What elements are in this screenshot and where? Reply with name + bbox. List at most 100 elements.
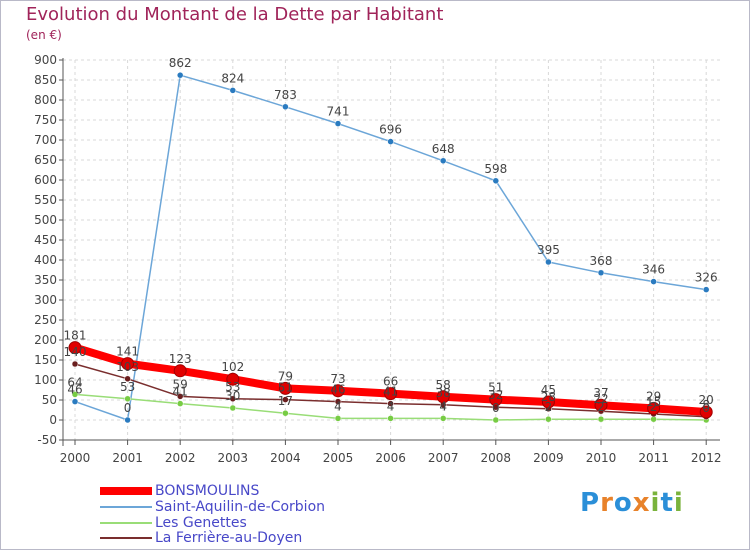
x-tick-label: 2003 bbox=[218, 451, 249, 465]
data-point bbox=[439, 157, 447, 165]
data-label: 0 bbox=[702, 401, 710, 415]
data-label: 395 bbox=[537, 243, 560, 257]
data-point bbox=[650, 278, 657, 285]
logo-letter: P bbox=[580, 488, 601, 518]
data-label: 64 bbox=[67, 375, 82, 389]
y-tick-label: 50 bbox=[42, 393, 57, 407]
proxiti-logo: Proxiti bbox=[580, 488, 684, 518]
x-tick-label: 2008 bbox=[481, 451, 512, 465]
data-label: 58 bbox=[436, 378, 451, 392]
y-tick-label: 550 bbox=[34, 193, 57, 207]
legend-item-les-genettes: Les Genettes bbox=[100, 515, 247, 531]
x-tick-label: 2004 bbox=[270, 451, 301, 465]
x-tick-label: 2010 bbox=[586, 451, 617, 465]
data-point bbox=[331, 384, 345, 398]
y-tick-label: 800 bbox=[34, 93, 57, 107]
data-label: 28 bbox=[541, 390, 556, 404]
legend-item-bonsmoulins: BONSMOULINS bbox=[100, 483, 259, 499]
data-point bbox=[334, 415, 342, 422]
data-point bbox=[124, 375, 131, 383]
chart-title: Evolution du Montant de la Dette par Hab… bbox=[26, 4, 444, 25]
data-label: 123 bbox=[169, 352, 192, 366]
data-point bbox=[387, 415, 394, 422]
x-tick-label: 2006 bbox=[375, 451, 406, 465]
data-label: 0 bbox=[492, 401, 500, 415]
data-point bbox=[594, 398, 608, 412]
data-label: 51 bbox=[278, 381, 293, 395]
data-label: 32 bbox=[488, 388, 503, 402]
data-label: 140 bbox=[64, 345, 87, 359]
data-point bbox=[334, 120, 342, 127]
data-point bbox=[387, 400, 394, 407]
y-tick-label: 250 bbox=[34, 313, 57, 327]
data-point bbox=[492, 416, 500, 424]
data-label: 51 bbox=[488, 381, 503, 395]
data-label: 346 bbox=[642, 263, 665, 277]
y-tick-label: 900 bbox=[34, 53, 57, 67]
legend-item-la-ferriere: La Ferrière-au-Doyen bbox=[100, 530, 302, 546]
legend-label: Les Genettes bbox=[155, 515, 247, 531]
data-point bbox=[545, 258, 552, 266]
data-label: 0 bbox=[124, 401, 132, 415]
y-tick-label: 350 bbox=[34, 273, 57, 287]
data-label: 59 bbox=[173, 377, 188, 391]
data-point bbox=[597, 269, 605, 277]
data-label: 181 bbox=[64, 329, 87, 343]
x-tick-label: 2009 bbox=[533, 451, 564, 465]
legend-item-saint-aquilin: Saint-Aquilin-de-Corbion bbox=[100, 499, 325, 515]
y-tick-label: 100 bbox=[34, 373, 57, 387]
data-label: 66 bbox=[383, 375, 398, 389]
data-point bbox=[541, 395, 555, 409]
data-point bbox=[436, 390, 450, 404]
data-label: 30 bbox=[225, 389, 240, 403]
data-label: 103 bbox=[116, 360, 139, 374]
data-label: 73 bbox=[330, 372, 345, 386]
data-label: 4 bbox=[387, 399, 395, 413]
data-point bbox=[597, 415, 605, 423]
data-label: 4 bbox=[334, 399, 342, 413]
data-label: 368 bbox=[590, 254, 613, 268]
data-point bbox=[124, 395, 131, 403]
legend-label: Saint-Aquilin-de-Corbion bbox=[155, 499, 326, 515]
x-tick-label: 2001 bbox=[112, 451, 143, 465]
logo-letter: i bbox=[650, 488, 661, 518]
logo-letter: x bbox=[632, 488, 651, 518]
x-tick-label: 2007 bbox=[428, 451, 459, 465]
data-label: 326 bbox=[695, 271, 718, 285]
data-label: 41 bbox=[383, 385, 398, 399]
x-tick-label: 2012 bbox=[691, 451, 722, 465]
data-label: 15 bbox=[646, 395, 661, 409]
data-label: 824 bbox=[221, 71, 244, 85]
data-point bbox=[226, 372, 240, 386]
y-tick-label: 850 bbox=[34, 73, 57, 87]
logo-letter: i bbox=[673, 488, 684, 518]
data-point bbox=[229, 404, 237, 412]
y-tick-label: 400 bbox=[34, 253, 57, 267]
data-point bbox=[176, 393, 184, 400]
y-tick-label: 750 bbox=[34, 113, 57, 127]
data-point bbox=[282, 409, 289, 417]
x-tick-label: 2000 bbox=[60, 451, 91, 465]
data-label: 38 bbox=[436, 386, 451, 400]
data-label: 53 bbox=[120, 380, 135, 394]
y-tick-label: 450 bbox=[34, 233, 57, 247]
data-point bbox=[173, 364, 187, 378]
y-tick-label: -50 bbox=[37, 433, 57, 447]
data-label: 22 bbox=[593, 392, 608, 406]
data-point bbox=[492, 177, 500, 185]
legend-label: BONSMOULINS bbox=[155, 483, 260, 499]
logo-letter: o bbox=[613, 488, 633, 518]
data-label: 2 bbox=[545, 400, 553, 414]
data-label: 29 bbox=[646, 389, 661, 403]
y-tick-label: 150 bbox=[34, 353, 57, 367]
data-point bbox=[334, 398, 342, 405]
data-point bbox=[702, 286, 710, 293]
data-label: 141 bbox=[116, 345, 139, 359]
data-point bbox=[699, 405, 713, 419]
chart-subtitle: (en €) bbox=[26, 28, 62, 42]
data-label: 696 bbox=[379, 123, 402, 137]
data-point bbox=[647, 401, 661, 415]
data-label: 45 bbox=[541, 383, 556, 397]
